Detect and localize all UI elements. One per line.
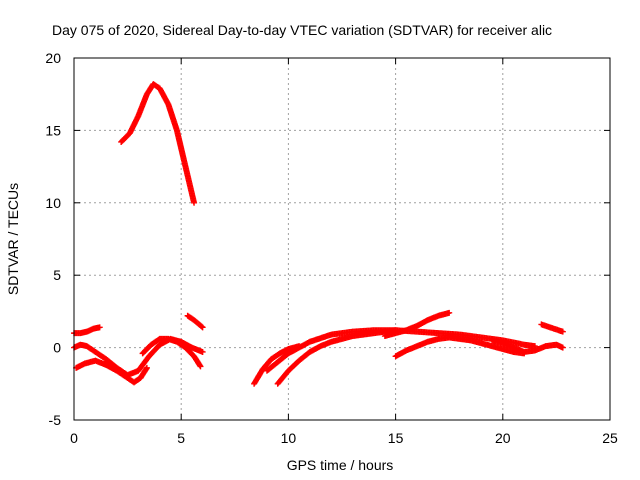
chart-title: Day 075 of 2020, Sidereal Day-to-day VTE… (52, 22, 552, 38)
y-tick-label: 0 (53, 340, 61, 356)
y-tick-label: 10 (45, 195, 61, 211)
data-point (559, 328, 566, 335)
data-point (198, 323, 205, 330)
series-arc-k (489, 337, 566, 355)
x-tick-label: 20 (495, 430, 511, 446)
tick-labels: 0 5 10 15 20 25 -5 0 5 10 15 20 (45, 50, 618, 446)
data-point (197, 363, 204, 370)
series-arc-c (73, 357, 150, 386)
series-arc-d (139, 335, 204, 370)
data-point (143, 364, 150, 371)
y-axis-label: SDTVAR / TECUs (5, 183, 21, 295)
series-arc-i (392, 334, 528, 360)
x-tick-label: 0 (70, 430, 78, 446)
data-point (96, 324, 103, 331)
x-tick-label: 5 (177, 430, 185, 446)
data-point (199, 348, 206, 355)
data-point (199, 324, 206, 331)
y-tick-label: -5 (49, 412, 62, 428)
series-arc-l (538, 321, 566, 335)
plot-frame (73, 57, 611, 421)
series-arc-j (381, 309, 453, 340)
series-arc-b (71, 335, 206, 379)
x-tick-label: 25 (602, 430, 618, 446)
grid (74, 58, 610, 420)
x-axis-label: GPS time / hours (287, 457, 394, 473)
data-point (191, 199, 198, 206)
axis-ticks (73, 57, 611, 421)
data-point (446, 309, 453, 316)
y-tick-label: 15 (45, 122, 61, 138)
y-tick-label: 5 (53, 267, 61, 283)
x-tick-label: 10 (281, 430, 297, 446)
y-tick-label: 20 (45, 50, 61, 66)
series-arc-peak (118, 81, 198, 206)
series-arc-a (71, 324, 103, 337)
x-tick-label: 15 (388, 430, 404, 446)
data-series (71, 81, 566, 387)
series-arc-e (184, 312, 206, 331)
series-arc-f (251, 343, 303, 387)
data-point (559, 344, 566, 351)
